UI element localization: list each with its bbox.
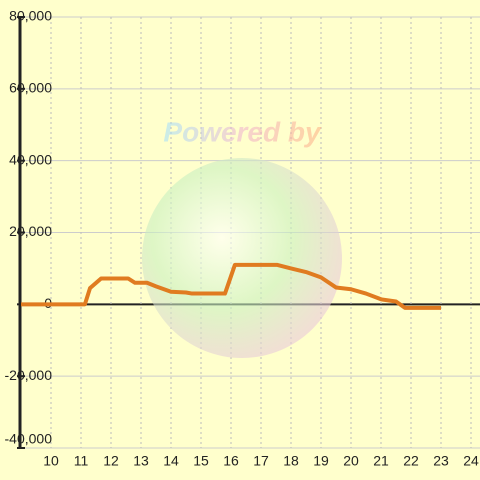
x-tick-label: 11 (74, 453, 89, 469)
x-tick-label: 24 (463, 453, 479, 469)
x-tick-label: 13 (133, 453, 149, 469)
line-series (21, 262, 441, 310)
watermark-logo (142, 158, 342, 358)
y-tick-label: -20,000 (5, 367, 53, 383)
x-tick-label: 14 (163, 453, 179, 469)
x-tick-label: 20 (343, 453, 359, 469)
x-tick-label: 17 (253, 453, 269, 469)
x-tick-label: 10 (43, 453, 59, 469)
x-tick-label: 22 (403, 453, 419, 469)
y-tick-label: 80,000 (9, 8, 52, 24)
x-tick-label: 15 (193, 453, 209, 469)
x-tick-label: 23 (433, 453, 449, 469)
y-tick-label: 40,000 (9, 151, 52, 167)
x-tick-label: 12 (103, 453, 119, 469)
x-tick-label: 16 (223, 453, 239, 469)
watermark-text: Powered by (163, 116, 322, 147)
x-tick-label: 19 (313, 453, 329, 469)
x-tick-label: 18 (283, 453, 299, 469)
y-tick-label: -40,000 (5, 431, 53, 447)
y-tick-label: 20,000 (9, 223, 52, 239)
x-tick-label: 21 (373, 453, 389, 469)
y-tick-label: 60,000 (9, 80, 52, 96)
plot: -40,000-20,000020,00040,00060,00080,0001… (5, 8, 479, 469)
